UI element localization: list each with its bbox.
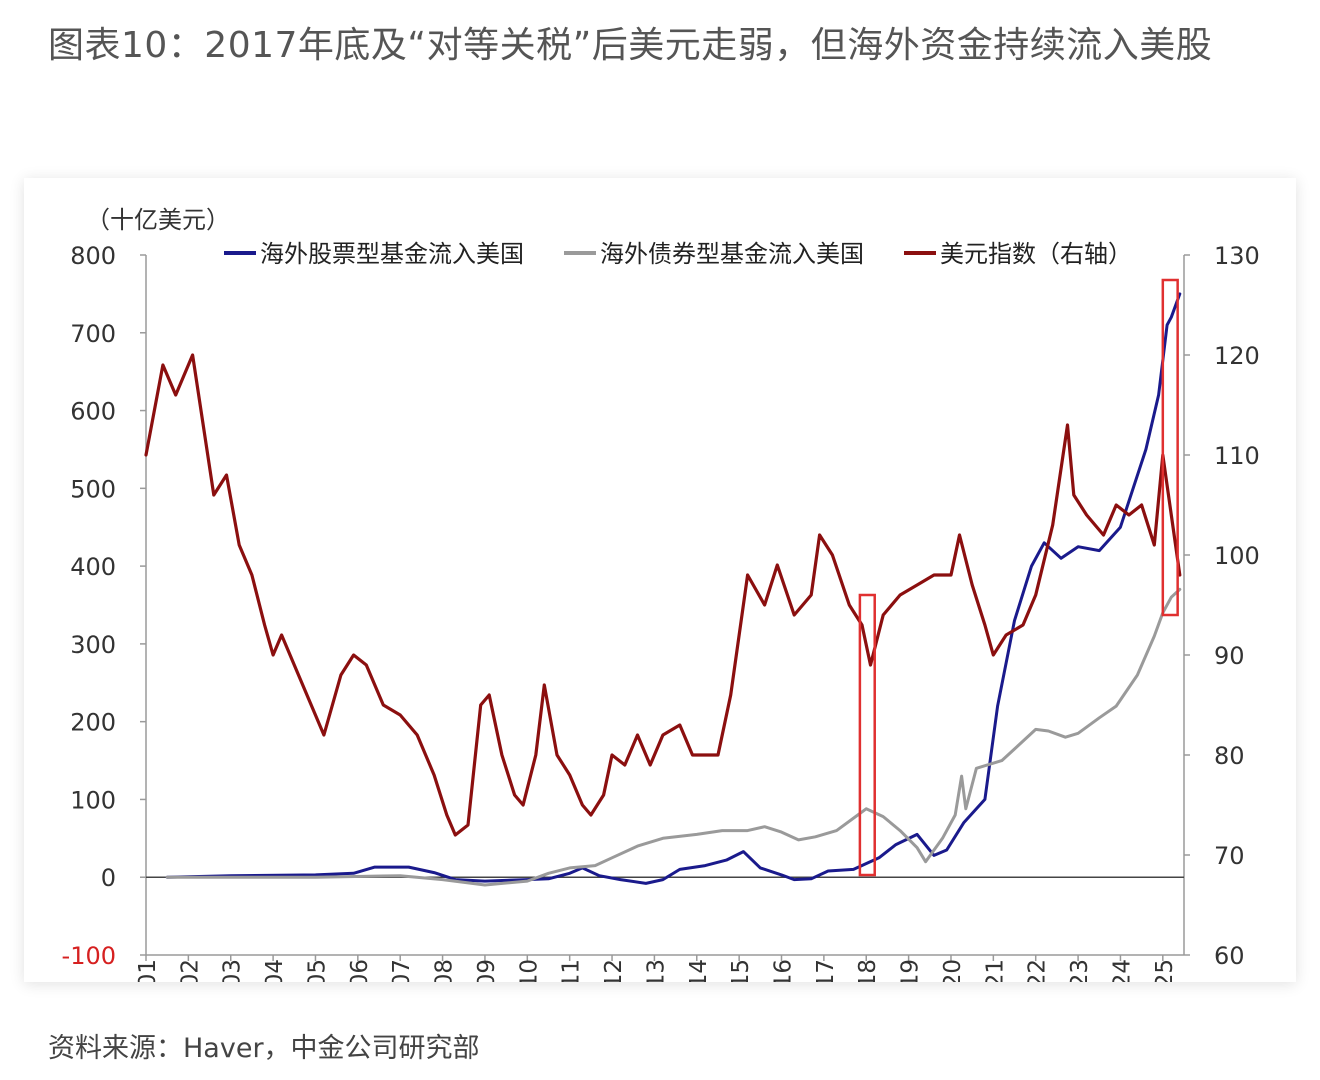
legend-label: 海外债券型基金流入美国 [600,240,864,268]
x-tick-label: 2002 [177,959,203,982]
source-note: 资料来源：Haver，中金公司研究部 [48,1033,480,1064]
left-tick-label: 300 [70,631,116,659]
left-tick-label: 800 [70,242,116,270]
left-tick-label: 700 [70,320,116,348]
x-tick-label: 2016 [771,959,797,982]
page-title: 图表10：2017年底及“对等关税”后美元走弱，但海外资金持续流入美股 [48,25,1213,66]
x-tick-label: 2015 [728,959,754,982]
left-tick-label: 100 [70,786,116,814]
x-tick-label: 2014 [686,959,712,982]
bond-flow-line [165,587,1182,887]
right-tick-label: 60 [1214,942,1245,970]
x-tick-label: 2024 [1109,959,1135,982]
x-tick-label: 2011 [559,959,585,982]
x-tick-label: 2022 [1025,959,1051,982]
left-tick-label: 500 [70,475,116,503]
chart-card: -100 0 100 200 300 400 500 600 700 800 60 70 80 90 100… [24,178,1296,1018]
x-tick-label: 2010 [516,959,542,982]
x-tick-label: 2018 [855,959,881,982]
right-tick-label: 80 [1214,742,1245,770]
left-axis-unit: （十亿美元） [86,206,230,234]
right-tick-label: 70 [1214,842,1245,870]
x-tick-label: 2006 [347,959,373,982]
x-tick-label: 2007 [389,959,415,982]
x-tick-label: 2005 [304,959,330,982]
left-tick-label: 0 [101,864,116,892]
dollar-index-line [144,353,1182,837]
x-tick-label: 2008 [432,959,458,982]
right-tick-label: 120 [1214,342,1260,370]
right-tick-label: 130 [1214,242,1260,270]
right-tick-label: 90 [1214,642,1245,670]
right-tick-label: 110 [1214,442,1260,470]
x-tick-label: 2019 [898,959,924,982]
equity-flow-line [165,292,1182,885]
x-tick-label: 2009 [474,959,500,982]
right-tick-label: 100 [1214,542,1260,570]
highlight-box [1161,278,1179,617]
legend-label: 海外股票型基金流入美国 [260,240,524,268]
x-tick-label: 2021 [982,959,1008,982]
x-tick-label: 2020 [940,959,966,982]
x-tick-label: 2025 [1152,959,1178,982]
legend-label: 美元指数（右轴） [940,240,1132,268]
left-tick-label: -100 [62,942,116,970]
x-tick-label: 2017 [813,959,839,982]
left-tick-label: 400 [70,553,116,581]
x-tick-label: 2012 [601,959,627,982]
x-tick-label: 2023 [1067,959,1093,982]
left-tick-label: 200 [70,709,116,737]
highlight-box [858,593,876,877]
line-chart: -100 0 100 200 300 400 500 600 700 800 60 70 80 90 100… [62,206,1260,1018]
x-tick-label: 2004 [262,959,288,982]
left-tick-label: 600 [70,398,116,426]
x-tick-label: 2001 [135,959,161,982]
